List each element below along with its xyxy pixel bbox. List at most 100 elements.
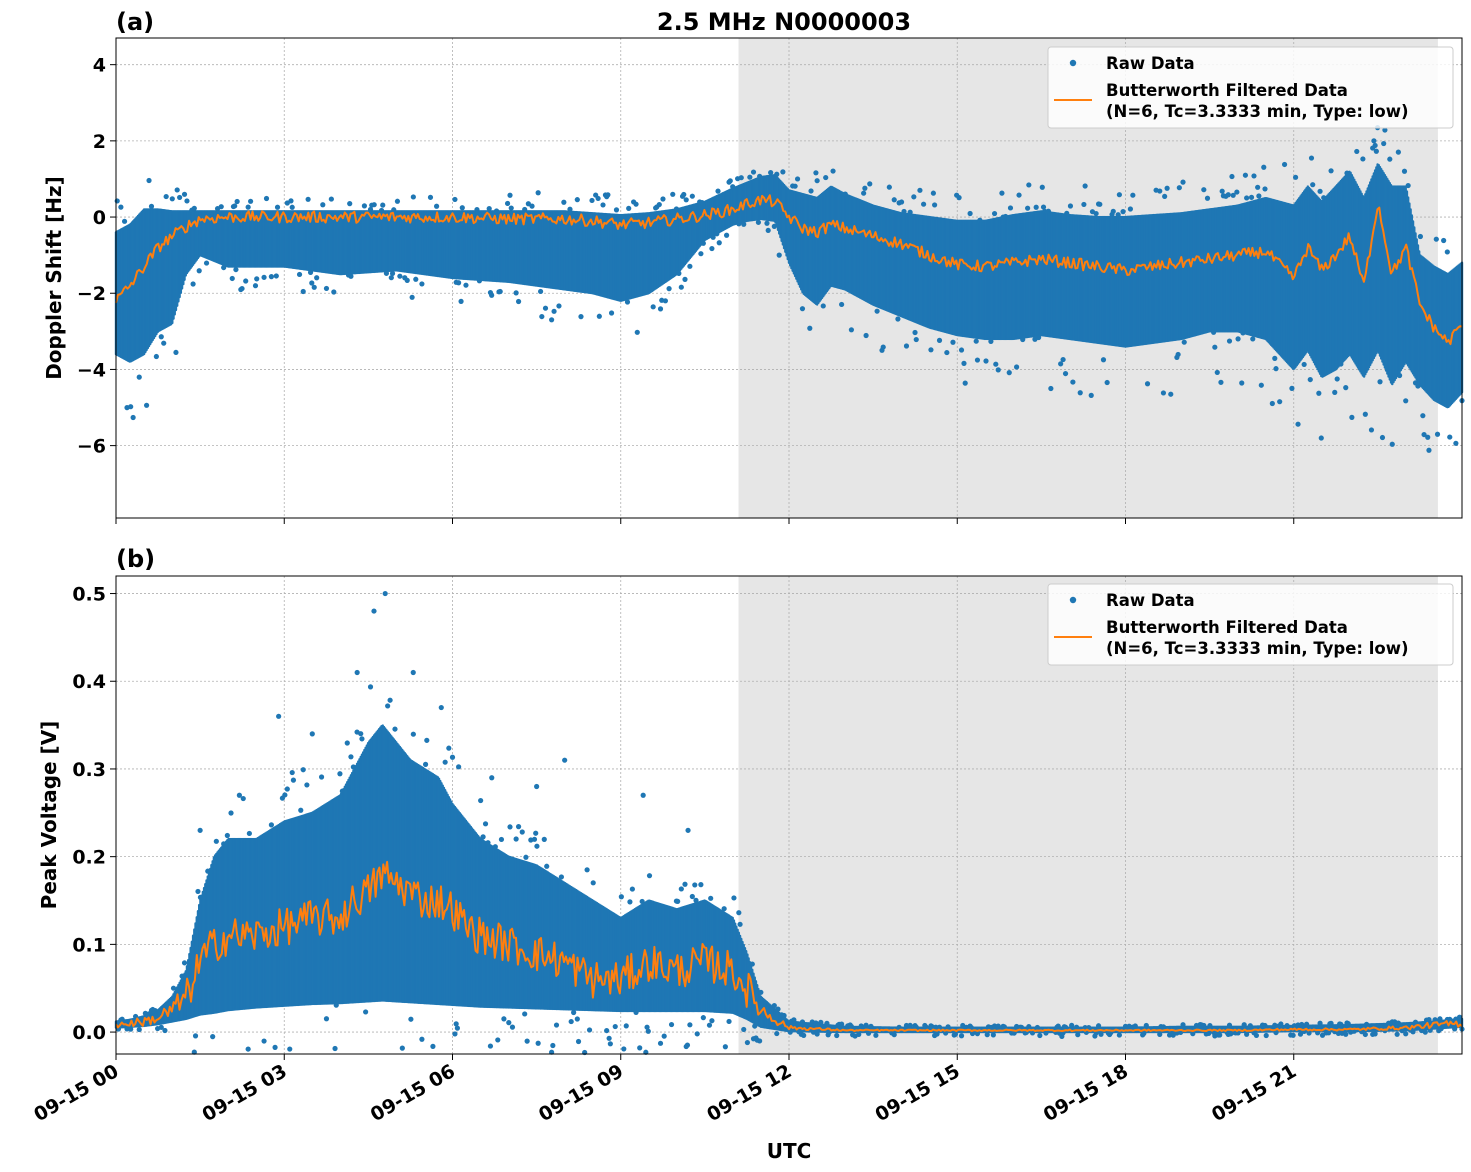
raw-data-point bbox=[424, 737, 430, 743]
raw-data-point bbox=[595, 195, 601, 202]
raw-data-point bbox=[794, 176, 801, 182]
raw-data-point bbox=[442, 759, 448, 765]
panel-b-legend-raw-marker bbox=[1069, 596, 1077, 604]
raw-data-point bbox=[456, 280, 462, 286]
raw-data-point bbox=[716, 240, 722, 246]
raw-data-point bbox=[531, 836, 538, 842]
raw-data-point bbox=[700, 240, 706, 246]
raw-data-point bbox=[458, 298, 464, 304]
raw-data-point bbox=[1308, 155, 1315, 161]
raw-data-point bbox=[430, 1043, 436, 1049]
raw-data-point bbox=[698, 251, 704, 257]
raw-data-point bbox=[519, 829, 525, 835]
raw-data-point bbox=[1301, 361, 1307, 368]
raw-data-point bbox=[534, 783, 540, 790]
raw-data-point bbox=[873, 1032, 879, 1038]
raw-data-point bbox=[808, 188, 814, 194]
raw-data-point bbox=[681, 191, 687, 198]
raw-data-point bbox=[136, 374, 142, 380]
raw-data-point bbox=[749, 961, 755, 967]
raw-data-point bbox=[932, 202, 938, 208]
raw-data-point bbox=[708, 895, 714, 901]
raw-data-point bbox=[438, 704, 444, 711]
raw-data-point bbox=[542, 305, 549, 311]
raw-data-point bbox=[698, 882, 704, 888]
x-tick-label: 09-15 00 bbox=[30, 1060, 122, 1126]
raw-data-point bbox=[995, 367, 1001, 373]
raw-data-point bbox=[781, 1012, 787, 1019]
raw-data-point bbox=[453, 1021, 459, 1027]
raw-data-point bbox=[392, 726, 398, 732]
raw-data-point bbox=[1130, 192, 1136, 198]
raw-data-point bbox=[780, 169, 786, 175]
raw-data-point bbox=[571, 1009, 577, 1016]
raw-data-point bbox=[1180, 179, 1186, 185]
raw-data-point bbox=[446, 745, 452, 751]
panel-a-frame bbox=[115, 37, 1463, 519]
raw-data-point bbox=[627, 899, 633, 905]
raw-data-point bbox=[1060, 356, 1066, 363]
panel-a-legend-box bbox=[1047, 46, 1454, 129]
raw-data-point bbox=[1290, 1032, 1296, 1038]
raw-data-point bbox=[1016, 192, 1022, 198]
raw-data-point bbox=[331, 289, 337, 295]
raw-data-point bbox=[721, 906, 727, 912]
raw-data-point bbox=[1258, 382, 1264, 388]
raw-data-point bbox=[650, 304, 656, 310]
raw-data-point bbox=[254, 276, 260, 282]
raw-data-point bbox=[1048, 385, 1054, 392]
raw-data-point bbox=[1447, 434, 1453, 440]
raw-data-point bbox=[538, 288, 544, 295]
panel-a-legend-filtered-1: Butterworth Filtered Data bbox=[1106, 81, 1348, 100]
raw-data-point bbox=[1040, 204, 1047, 210]
raw-data-point bbox=[738, 175, 744, 181]
raw-data-point bbox=[1025, 205, 1031, 211]
raw-data-point bbox=[880, 344, 886, 350]
raw-data-point bbox=[191, 1049, 197, 1055]
raw-data-point bbox=[161, 340, 167, 346]
panel-b-legend-filtered-1: Butterworth Filtered Data bbox=[1106, 618, 1348, 637]
raw-data-point bbox=[862, 185, 868, 191]
raw-data-point bbox=[607, 1041, 613, 1047]
x-tick-label: 09-15 03 bbox=[198, 1060, 290, 1126]
raw-data-point bbox=[158, 1024, 164, 1030]
raw-data-point bbox=[668, 1021, 675, 1028]
raw-data-point bbox=[1116, 1032, 1122, 1038]
raw-data-point bbox=[606, 1035, 612, 1041]
raw-data-point bbox=[1168, 391, 1174, 397]
raw-data-point bbox=[323, 285, 330, 292]
raw-data-point bbox=[692, 882, 698, 888]
raw-data-point bbox=[550, 1042, 556, 1049]
raw-data-point bbox=[413, 276, 419, 282]
raw-data-point bbox=[687, 263, 693, 269]
raw-data-point bbox=[367, 684, 374, 690]
raw-data-point bbox=[525, 201, 531, 207]
raw-data-point bbox=[1261, 164, 1267, 170]
raw-data-point bbox=[1343, 385, 1349, 391]
raw-data-point bbox=[936, 337, 943, 343]
raw-data-point bbox=[1081, 201, 1087, 208]
raw-data-point bbox=[1420, 413, 1426, 419]
raw-data-point bbox=[656, 201, 662, 208]
raw-data-point bbox=[1234, 189, 1240, 195]
raw-data-point bbox=[409, 294, 415, 300]
raw-data-point bbox=[1289, 385, 1295, 391]
raw-data-point bbox=[584, 867, 590, 873]
raw-data-point bbox=[191, 205, 197, 211]
raw-data-point bbox=[363, 1009, 369, 1015]
raw-data-point bbox=[799, 306, 806, 312]
raw-data-point bbox=[1026, 182, 1032, 188]
raw-data-point bbox=[309, 280, 315, 286]
raw-data-point bbox=[645, 1028, 651, 1034]
raw-data-point bbox=[1319, 1032, 1326, 1038]
raw-data-point bbox=[741, 221, 747, 227]
raw-data-point bbox=[387, 697, 393, 703]
raw-data-point bbox=[1214, 369, 1220, 376]
raw-data-point bbox=[248, 198, 254, 204]
raw-data-point bbox=[578, 314, 584, 320]
panel-a-ytick-label: −6 bbox=[77, 436, 106, 458]
panel-a-legend: Raw Data Butterworth Filtered Data (N=6,… bbox=[1047, 46, 1454, 129]
raw-data-point bbox=[456, 764, 462, 770]
raw-data-point bbox=[1334, 376, 1340, 382]
raw-data-point bbox=[1377, 379, 1383, 385]
